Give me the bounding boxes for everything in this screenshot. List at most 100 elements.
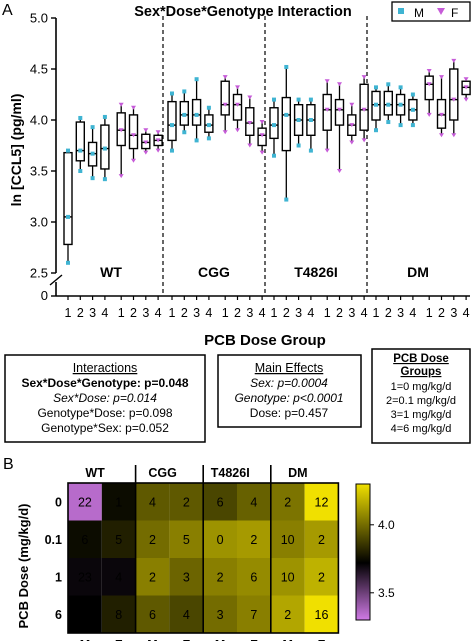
x-tick-label: 2 xyxy=(385,306,392,320)
male-point xyxy=(66,214,70,219)
female-point xyxy=(337,82,342,87)
y-tick-label: 2.5 xyxy=(30,266,48,281)
box xyxy=(245,95,255,148)
heatmap-cell xyxy=(101,483,136,521)
box-body xyxy=(322,93,332,131)
x-tick-label: 3 xyxy=(246,306,253,320)
x-tick-label: 3 xyxy=(348,306,355,320)
heatmap-cell xyxy=(68,558,102,596)
genotype-label: T4826I xyxy=(294,264,338,280)
interactions-line-3: Genotype*Dose: p=0.098 xyxy=(37,406,172,420)
box xyxy=(232,85,243,133)
box xyxy=(293,97,304,148)
female-point xyxy=(155,130,161,135)
female-point xyxy=(349,102,355,107)
main-effects-line-1: Sex: p=0.0004 xyxy=(250,376,328,390)
heatmap-cell-label: 23 xyxy=(78,570,92,584)
heatmap-cell xyxy=(68,483,102,521)
legend-female-marker xyxy=(437,8,445,15)
x-tick-label: 4 xyxy=(259,306,266,320)
female-point xyxy=(155,148,161,153)
heatmap-cell-label: 5 xyxy=(183,533,190,547)
male-point xyxy=(284,197,289,202)
x-tick-label: 1 xyxy=(426,306,433,320)
interactions-box: Interactions Sex*Dose*Genotype: p=0.048 … xyxy=(4,354,206,443)
main-effects-title: Main Effects xyxy=(255,361,324,375)
box-body xyxy=(449,68,459,121)
female-point xyxy=(349,140,355,145)
male-point xyxy=(308,97,313,102)
box xyxy=(383,82,393,125)
heatmap-cell-label: 6 xyxy=(81,533,88,547)
box-series: WT CGG T4826I DM xyxy=(63,16,471,296)
y-axis-label: ln [CCL5] (pg/ml) xyxy=(8,94,24,207)
heatmap-cell xyxy=(135,520,170,558)
heatmap-cell xyxy=(203,520,237,558)
heatmap-cell-label: 12 xyxy=(315,495,329,509)
legend-female-label: F xyxy=(451,6,458,20)
heatmap-cell-label: 3 xyxy=(183,570,190,584)
x-tick-label: 4 xyxy=(307,306,314,320)
female-point xyxy=(439,133,444,138)
legend-male-label: M xyxy=(414,6,424,20)
male-point xyxy=(272,153,276,158)
male-point xyxy=(206,105,211,110)
male-point xyxy=(206,136,211,141)
x-axis-label: PCB Dose Group xyxy=(204,332,326,349)
box xyxy=(179,89,190,135)
female-point xyxy=(451,97,457,102)
genotype-label: CGG xyxy=(198,264,230,280)
x-tick-label: 2 xyxy=(130,306,137,320)
heatmap-cell xyxy=(304,483,339,521)
box-body xyxy=(281,96,291,152)
female-point xyxy=(235,85,240,90)
female-point xyxy=(259,133,265,138)
male-point xyxy=(78,148,83,153)
heatmap-frame xyxy=(67,482,340,634)
male-point xyxy=(284,64,289,69)
female-point xyxy=(337,169,342,173)
box xyxy=(128,105,139,163)
female-point xyxy=(426,82,432,87)
box-body xyxy=(191,98,202,126)
heatmap-cell xyxy=(68,520,102,558)
heatmap-cell-label: 5 xyxy=(115,533,122,547)
male-point xyxy=(182,130,187,135)
x-tick-label: 1 xyxy=(65,306,72,320)
box xyxy=(116,102,126,179)
heatmap-y-axis-label: PCB Dose (mg/kg/d) xyxy=(16,504,31,629)
male-point xyxy=(296,118,301,122)
heatmap-cell xyxy=(270,558,305,596)
heatmap-cell xyxy=(237,520,271,558)
male-point xyxy=(410,123,415,128)
main-effects-box: Main Effects Sex: p=0.0004 Genotype: p<0… xyxy=(217,354,362,428)
female-point xyxy=(247,95,253,100)
heatmap-sex-label: F xyxy=(115,638,123,641)
male-point xyxy=(90,176,95,181)
x-tick-label: 2 xyxy=(234,306,241,320)
male-point xyxy=(206,123,211,128)
legend-male-marker xyxy=(398,8,404,14)
male-point xyxy=(398,85,403,90)
x-tick-label: 4 xyxy=(205,306,212,320)
female-point xyxy=(247,121,253,126)
male-point xyxy=(170,91,174,96)
heatmap-cell xyxy=(101,520,136,558)
male-point xyxy=(284,112,289,117)
heatmap-cell xyxy=(135,558,170,596)
box xyxy=(334,82,345,173)
box xyxy=(306,97,316,153)
male-point xyxy=(296,97,301,102)
heatmap-row-label: 1 xyxy=(55,570,62,584)
box-body xyxy=(75,121,86,162)
female-point xyxy=(222,102,228,107)
interactions-frame xyxy=(4,354,206,443)
female-point xyxy=(324,107,330,112)
box xyxy=(153,130,163,153)
female-point xyxy=(451,133,457,138)
heatmap-cell xyxy=(101,558,136,596)
box xyxy=(100,114,110,182)
x-tick-label: 3 xyxy=(193,306,200,320)
panel-a-label: A xyxy=(2,2,13,19)
male-point xyxy=(374,85,378,90)
